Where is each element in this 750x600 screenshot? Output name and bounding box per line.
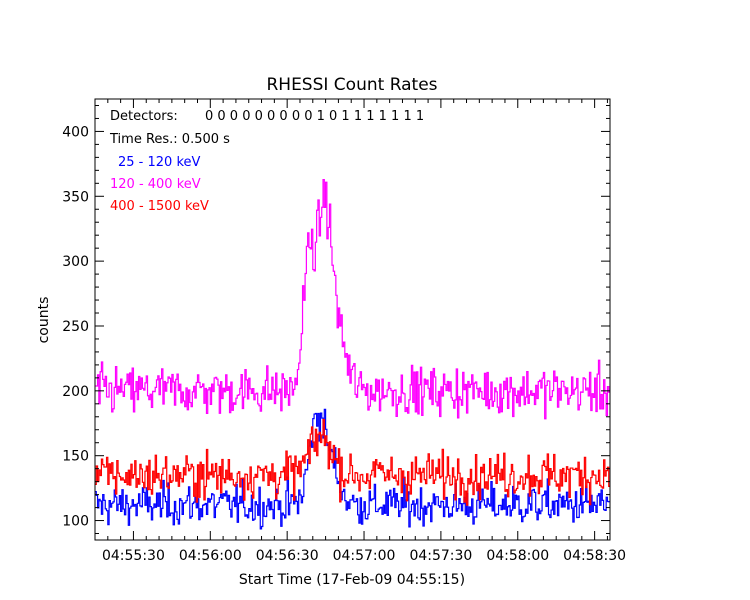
legend-detectors-label: Detectors:: [110, 109, 178, 124]
chart-title: RHESSI Count Rates: [266, 75, 437, 95]
y-tick-label: 350: [62, 189, 89, 205]
y-tick-label: 400: [62, 124, 89, 140]
y-tick-label: 150: [62, 449, 89, 465]
series-line-2: [95, 178, 610, 420]
y-axis-label: counts: [36, 297, 52, 344]
y-tick-label: 250: [62, 319, 89, 335]
x-tick-label: 04:55:30: [102, 548, 165, 564]
x-tick-label: 04:58:30: [563, 548, 626, 564]
series-layer: [95, 178, 610, 530]
x-tick-label: 04:58:00: [486, 548, 549, 564]
x-tick-label: 04:56:00: [179, 548, 242, 564]
series-line-1: [95, 408, 610, 530]
legend-detectors-value: 0 0 0 0 0 0 0 0 0 1 0 1 1 1 1 1 1 1: [205, 109, 424, 124]
series-line-3: [95, 418, 610, 506]
x-tick-label: 04:57:00: [333, 548, 396, 564]
x-axis-label: Start Time (17-Feb-09 04:55:15): [239, 572, 465, 588]
axes: 100 150 200 250 300 350 400 04:55:30 04:56:00 04:…: [62, 99, 626, 564]
plot-frame: [94, 98, 611, 541]
legend-series-1: 25 - 120 keV: [118, 155, 201, 170]
legend-series-2: 120 - 400 keV: [110, 177, 201, 192]
x-tick-label: 04:56:30: [256, 548, 319, 564]
y-tick-label: 100: [62, 514, 89, 530]
x-tick-label: 04:57:30: [409, 548, 472, 564]
y-tick-label: 200: [62, 384, 89, 400]
legend-series-3: 400 - 1500 keV: [110, 199, 209, 214]
legend-time-resolution: Time Res.: 0.500 s: [109, 132, 230, 147]
y-tick-label: 300: [62, 254, 89, 270]
